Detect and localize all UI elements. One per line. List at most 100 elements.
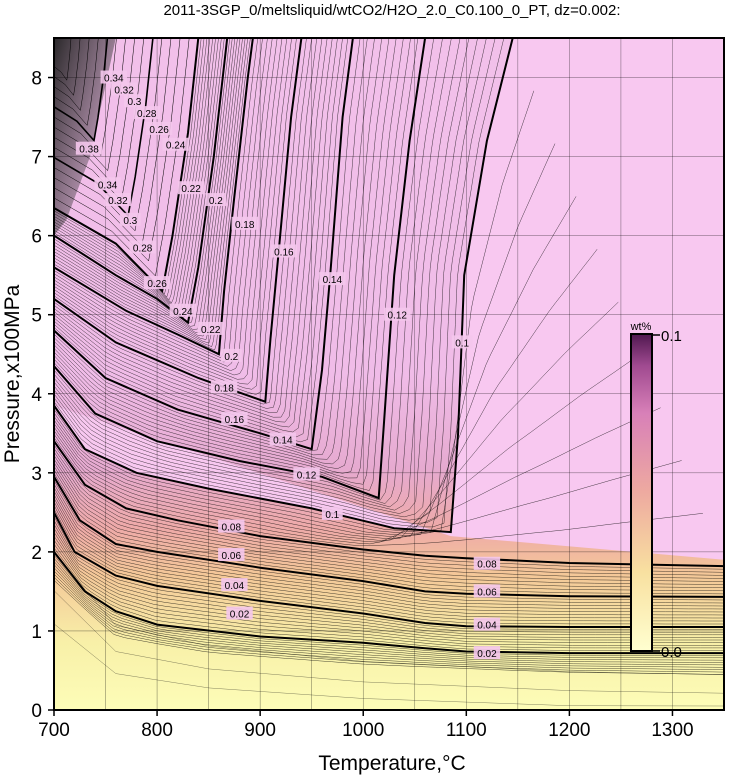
minor-contour bbox=[54, 558, 724, 659]
minor-contour bbox=[54, 497, 724, 616]
minor-contour bbox=[54, 539, 724, 646]
colorbar: wt% 0.1 0.0 bbox=[630, 321, 682, 661]
contour-label: 0.34 bbox=[94, 177, 121, 191]
minor-contour bbox=[54, 38, 368, 456]
minor-contour bbox=[54, 38, 259, 359]
contour-label-text: 0.16 bbox=[225, 415, 245, 426]
contour-label: 0.22 bbox=[177, 181, 205, 195]
minor-contour bbox=[54, 38, 297, 395]
contour-label: 0.16 bbox=[221, 412, 248, 426]
contour-label-text: 0.04 bbox=[225, 581, 245, 592]
x-tick-label: 900 bbox=[244, 720, 276, 741]
minor-contour bbox=[54, 528, 724, 638]
minor-contour bbox=[54, 38, 338, 433]
contour-label: 0.12 bbox=[293, 467, 320, 481]
minor-contour bbox=[54, 480, 724, 601]
minor-contour bbox=[54, 38, 81, 96]
x-tick-label: 1100 bbox=[446, 720, 487, 741]
colorbar-unit: wt% bbox=[630, 321, 652, 333]
contour-label-text: 0.28 bbox=[133, 244, 153, 255]
minor-contour bbox=[54, 38, 461, 511]
high-region bbox=[54, 38, 724, 560]
contour-label: 0.2 bbox=[205, 193, 227, 207]
contour-label: 0.04 bbox=[221, 578, 248, 592]
contour-label-text: 0.34 bbox=[98, 180, 118, 191]
minor-contour bbox=[54, 590, 724, 694]
minor-contour bbox=[54, 38, 343, 438]
contour-label-text: 0.22 bbox=[201, 325, 221, 336]
contour-label-text: 0.32 bbox=[108, 196, 128, 207]
major-contour-0.06 bbox=[54, 476, 724, 598]
minor-contour bbox=[54, 38, 292, 390]
contour-label-text: 0.3 bbox=[123, 216, 137, 227]
y-tick-label: 6 bbox=[31, 227, 42, 248]
minor-contour bbox=[54, 143, 556, 535]
minor-contour bbox=[54, 38, 263, 363]
contour-label: 0.04 bbox=[473, 617, 501, 632]
minor-contour bbox=[54, 249, 598, 538]
minor-contour bbox=[54, 570, 724, 668]
minor-contour bbox=[54, 473, 724, 595]
minor-contour bbox=[54, 38, 411, 485]
contour-label: 0.08 bbox=[218, 519, 245, 534]
contour-label-text: 0.22 bbox=[181, 184, 201, 195]
minor-contour bbox=[54, 38, 145, 202]
x-tick-label: 1200 bbox=[548, 720, 590, 741]
contour-label-text: 0.1 bbox=[325, 510, 339, 521]
major-contour-0.02 bbox=[54, 551, 724, 655]
minor-contour bbox=[54, 38, 246, 344]
major-contours bbox=[54, 38, 724, 655]
minor-contour bbox=[54, 564, 724, 663]
y-axis-title: Pressure,x100MPa bbox=[1, 284, 24, 463]
minor-contour bbox=[54, 38, 375, 460]
contour-label-text: 0.02 bbox=[230, 610, 250, 621]
minor-contour bbox=[54, 38, 163, 232]
major-contour-0.12 bbox=[54, 38, 427, 500]
minor-contour bbox=[54, 38, 273, 371]
contour-label: 0.28 bbox=[133, 106, 160, 120]
minor-contour bbox=[54, 38, 390, 469]
contour-label: 0.06 bbox=[218, 548, 245, 562]
contour-label: 0.08 bbox=[473, 556, 501, 571]
minor-contour bbox=[54, 437, 703, 547]
minor-contour bbox=[54, 38, 312, 409]
minor-contour bbox=[54, 38, 154, 218]
contour-label-text: 0.38 bbox=[79, 145, 99, 156]
plot-frame bbox=[53, 37, 725, 711]
x-axis-ticks: 700 800 900 1000 1100 1200 1300 bbox=[38, 710, 694, 741]
colorbar-min-label: 0.0 bbox=[661, 644, 682, 661]
major-contour-0.22 bbox=[54, 38, 200, 294]
minor-contour bbox=[54, 444, 724, 570]
contour-label-text: 0.18 bbox=[235, 220, 255, 231]
contour-label-text: 0.1 bbox=[455, 338, 469, 349]
minor-contour bbox=[54, 38, 478, 518]
contour-label-text: 0.08 bbox=[222, 523, 242, 534]
minor-contour bbox=[54, 38, 202, 295]
y-tick-label: 5 bbox=[31, 306, 42, 327]
y-tick-label: 4 bbox=[31, 385, 42, 406]
minor-contour bbox=[54, 38, 349, 443]
minor-contour bbox=[54, 38, 278, 376]
minor-contour bbox=[54, 38, 230, 324]
contour-label: 0.2 bbox=[220, 348, 242, 363]
y-axis-ticks: 0 1 2 3 4 5 6 7 8 bbox=[31, 69, 54, 722]
minor-contour bbox=[54, 38, 236, 330]
contour-label-text: 0.12 bbox=[388, 311, 408, 322]
contour-label: 0.3 bbox=[119, 212, 141, 227]
contour-label-text: 0.08 bbox=[477, 560, 497, 571]
contour-label: 0.26 bbox=[145, 121, 173, 136]
contour-label-text: 0.24 bbox=[173, 307, 193, 318]
minor-contour bbox=[54, 577, 724, 673]
contour-label-text: 0.02 bbox=[477, 649, 497, 660]
minor-contour bbox=[54, 38, 496, 524]
contour-label: 0.12 bbox=[384, 307, 411, 322]
minor-contour bbox=[54, 196, 577, 537]
contour-label-text: 0.16 bbox=[274, 247, 294, 258]
contour-label: 0.02 bbox=[473, 646, 501, 660]
y-tick-label: 2 bbox=[31, 543, 42, 564]
minor-contour bbox=[54, 483, 724, 604]
minor-contour bbox=[54, 38, 383, 465]
minor-contour bbox=[54, 38, 435, 501]
x-tick-label: 800 bbox=[141, 720, 173, 741]
